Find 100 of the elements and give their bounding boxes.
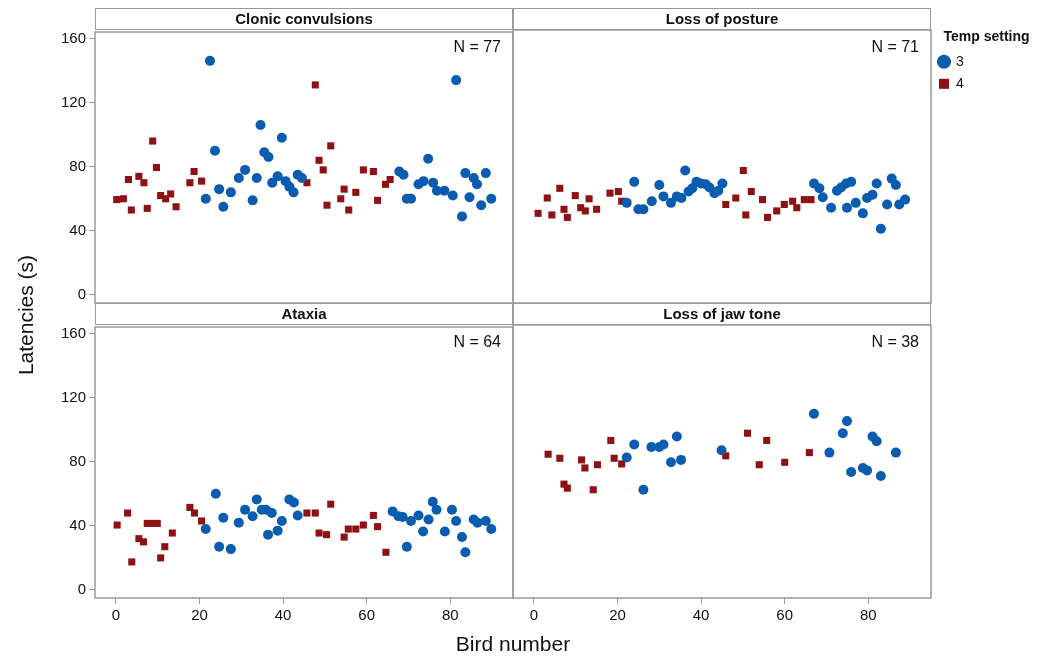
point [732,194,740,202]
point [789,197,797,205]
point [867,189,878,200]
point [369,511,377,519]
point [398,169,409,180]
point [773,207,781,215]
point [240,504,251,515]
point [423,514,434,525]
x-axis-title: Bird number [455,632,571,656]
point [153,519,161,527]
point [722,200,730,208]
point [850,197,861,208]
point [255,120,266,131]
point [676,193,687,203]
point [743,429,752,437]
x-tick-label: 40 [692,606,710,624]
point [585,195,593,203]
point [460,168,471,179]
point [486,524,497,535]
point [113,196,121,204]
point [472,179,483,190]
point [152,163,160,172]
x-tick-label: 80 [441,606,459,624]
point [739,167,747,175]
point [359,166,367,174]
point [386,175,394,184]
point [457,532,467,543]
point [593,461,601,469]
x-tick-label: 0 [111,606,121,624]
point [807,196,815,204]
point [119,195,127,203]
point [369,167,377,176]
point [882,199,893,210]
point [352,525,360,533]
x-tick-label: 80 [859,606,877,624]
point [871,436,882,447]
point [124,509,132,517]
y-tick-label: 120 [60,387,86,405]
point [621,197,632,208]
point [128,558,136,566]
point [186,179,194,187]
point [717,178,728,189]
point [198,517,206,525]
point [837,428,848,439]
point [327,500,335,508]
point [875,223,886,234]
point [480,516,491,527]
point [578,456,586,464]
point [817,192,828,203]
point [486,193,497,204]
point [666,197,676,208]
y-tick-label: 0 [77,580,86,598]
point [272,171,283,182]
point [793,204,801,212]
point [593,205,601,213]
point [841,416,852,427]
point [841,202,852,213]
point [747,188,755,196]
chart-title: Clonic convulsions [95,8,513,30]
point [233,172,244,183]
point [113,521,121,529]
point [323,531,331,539]
point [315,156,323,164]
point [247,511,258,522]
point [808,408,819,419]
point [862,465,873,476]
point [618,460,626,468]
point [418,176,429,187]
point [472,517,483,528]
point [167,190,175,198]
point [225,544,236,555]
point [161,543,169,551]
point [460,547,471,558]
point [214,541,225,552]
point [143,204,151,212]
legend-label: 3 [956,52,964,69]
point [240,164,251,175]
point [135,172,143,180]
x-tick-label: 40 [274,606,292,624]
point [323,201,331,209]
point [451,75,462,86]
point [457,211,467,222]
chart-title: Loss of posture [513,8,931,30]
point [214,184,225,195]
point [846,176,857,187]
point [846,467,857,477]
y-tick-label: 120 [60,92,86,110]
point [251,172,262,183]
point [374,523,382,531]
point [345,206,353,214]
point [168,529,176,537]
point [406,516,417,527]
point [890,447,901,458]
point [204,55,215,66]
point [139,538,148,546]
point [427,496,438,507]
point [654,180,665,191]
point [190,509,199,517]
point [276,516,287,527]
point [871,178,882,189]
